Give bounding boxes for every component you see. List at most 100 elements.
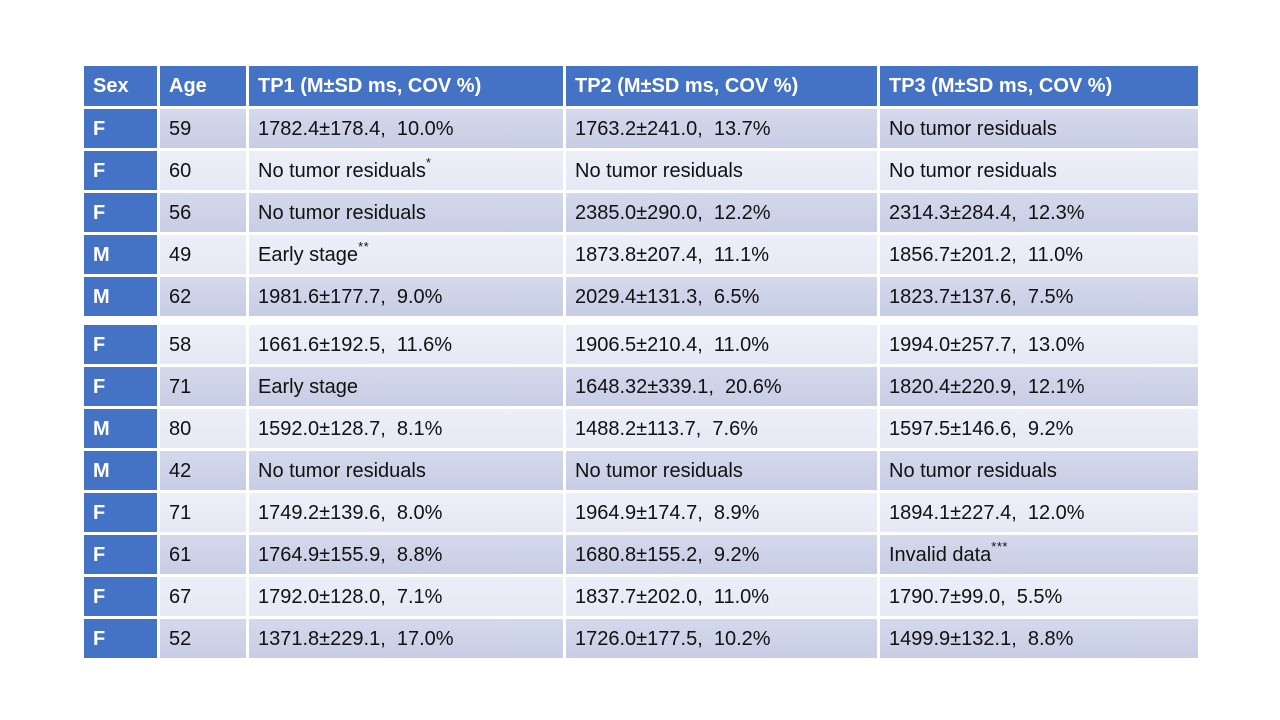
tp1-cell-text: 1661.6±192.5, 11.6%	[258, 333, 453, 356]
age-cell-text: 61	[169, 543, 192, 566]
tp3-cell-text: 1820.4±220.9, 12.1%	[889, 375, 1085, 398]
sex-cell: F	[84, 619, 157, 658]
tp2-cell: 1837.7±202.0, 11.0%	[566, 577, 877, 616]
tp1-cell: No tumor residuals	[249, 193, 563, 232]
tp1-cell: 1981.6±177.7, 9.0%	[249, 277, 563, 316]
table-row: F 71 1749.2±139.6, 8.0% 1964.9±174.7, 8.9% 1…	[84, 493, 1198, 532]
column-header-tp3: TP3 (M±SD ms, COV %)	[880, 66, 1198, 106]
sex-cell-text: M	[93, 243, 110, 266]
sex-cell-text: F	[93, 543, 106, 566]
sex-cell-text: F	[93, 159, 106, 182]
tp1-cell-text: 1792.0±128.0, 7.1%	[258, 585, 443, 608]
age-cell: 67	[160, 577, 246, 616]
tp2-cell-text: 1488.2±113.7, 7.6%	[575, 417, 758, 440]
table-row: F 61 1764.9±155.9, 8.8% 1680.8±155.2, 9.2% I…	[84, 535, 1198, 574]
tp1-cell-text: 1371.8±229.1, 17.0%	[258, 627, 454, 650]
age-cell-text: 71	[169, 375, 192, 398]
tp2-cell: No tumor residuals	[566, 151, 877, 190]
tp2-cell: 1726.0±177.5, 10.2%	[566, 619, 877, 658]
column-header-tp2: TP2 (M±SD ms, COV %)	[566, 66, 877, 106]
tp1-cell-text: No tumor residuals	[258, 159, 426, 182]
sex-cell: F	[84, 109, 157, 148]
tp2-cell: 1906.5±210.4, 11.0%	[566, 325, 877, 364]
table-row: F 56 No tumor residuals 2385.0±290.0, 12.2%…	[84, 193, 1198, 232]
tp1-cell-text: Early stage	[258, 243, 359, 266]
tp1-cell: 1764.9±155.9, 8.8%	[249, 535, 563, 574]
sex-cell-text: F	[93, 501, 106, 524]
tp1-cell-text: 1749.2±139.6, 8.0%	[258, 501, 443, 524]
table-row: M 62 1981.6±177.7, 9.0% 2029.4±131.3, 6.5% 1…	[84, 277, 1198, 316]
tp1-cell-text: 1981.6±177.7, 9.0%	[258, 285, 443, 308]
age-cell: 58	[160, 325, 246, 364]
age-cell-text: 58	[169, 333, 192, 356]
tp1-cell: 1371.8±229.1, 17.0%	[249, 619, 563, 658]
tp3-cell-text: No tumor residuals	[889, 459, 1057, 482]
tp2-cell: 1964.9±174.7, 8.9%	[566, 493, 877, 532]
age-cell: 49	[160, 235, 246, 274]
age-cell: 61	[160, 535, 246, 574]
tp2-cell: 1648.32±339.1, 20.6%	[566, 367, 877, 406]
tp3-cell-text: 1894.1±227.4, 12.0%	[889, 501, 1085, 524]
tp1-cell-text: 1764.9±155.9, 8.8%	[258, 543, 443, 566]
tp3-cell-text: 1790.7±99.0, 5.5%	[889, 585, 1063, 608]
table-row: F 71 Early stage 1648.32±339.1, 20.6% 1820.4…	[84, 367, 1198, 406]
tp3-cell: No tumor residuals	[880, 109, 1198, 148]
age-cell: 71	[160, 493, 246, 532]
sex-cell: M	[84, 277, 157, 316]
age-cell-text: 52	[169, 627, 192, 650]
tp3-cell: 1499.9±132.1, 8.8%	[880, 619, 1198, 658]
table-row: F 67 1792.0±128.0, 7.1% 1837.7±202.0, 11.0%…	[84, 577, 1198, 616]
sex-cell: M	[84, 235, 157, 274]
table-row: F 58 1661.6±192.5, 11.6% 1906.5±210.4, 11.0…	[84, 325, 1198, 364]
tp2-cell: No tumor residuals	[566, 451, 877, 490]
table-row: M 80 1592.0±128.7, 8.1% 1488.2±113.7, 7.6% 1…	[84, 409, 1198, 448]
age-cell: 71	[160, 367, 246, 406]
tp1-cell-text: 1782.4±178.4, 10.0%	[258, 117, 454, 140]
tp3-cell-text: Invalid data	[889, 543, 992, 566]
tp3-cell: 1823.7±137.6, 7.5%	[880, 277, 1198, 316]
tp3-cell: 1597.5±146.6, 9.2%	[880, 409, 1198, 448]
sex-cell: F	[84, 577, 157, 616]
tp2-cell-text: 1763.2±241.0, 13.7%	[575, 117, 771, 140]
age-cell-text: 42	[169, 459, 192, 482]
tp3-cell-text: No tumor residuals	[889, 159, 1057, 182]
tp3-cell: 1820.4±220.9, 12.1%	[880, 367, 1198, 406]
age-cell: 56	[160, 193, 246, 232]
table-row: F 52 1371.8±229.1, 17.0% 1726.0±177.5, 10.2…	[84, 619, 1198, 658]
column-header-age-text: Age	[169, 75, 207, 97]
tp2-cell-text: 1837.7±202.0, 11.0%	[575, 585, 770, 608]
sex-cell-text: F	[93, 375, 106, 398]
age-cell: 42	[160, 451, 246, 490]
tp3-cell-text: 1994.0±257.7, 13.0%	[889, 333, 1085, 356]
tp1-cell-text: No tumor residuals	[258, 459, 426, 482]
age-cell: 80	[160, 409, 246, 448]
column-header-tp3-text: TP3 (M±SD ms, COV %)	[889, 75, 1113, 97]
table-row: M 49 Early stage ** 1873.8±207.4, 11.1% 1856.…	[84, 235, 1198, 274]
tp3-cell: Invalid data ***	[880, 535, 1198, 574]
tp3-cell: 2314.3±284.4, 12.3%	[880, 193, 1198, 232]
age-cell-text: 71	[169, 501, 192, 524]
age-cell: 60	[160, 151, 246, 190]
sex-cell: M	[84, 409, 157, 448]
tp3-cell: No tumor residuals	[880, 151, 1198, 190]
tp3-cell: 1894.1±227.4, 12.0%	[880, 493, 1198, 532]
tp1-cell: 1782.4±178.4, 10.0%	[249, 109, 563, 148]
tp3-cell-text: 1597.5±146.6, 9.2%	[889, 417, 1074, 440]
tp3-cell-text: 2314.3±284.4, 12.3%	[889, 201, 1085, 224]
tp3-cell-text: 1823.7±137.6, 7.5%	[889, 285, 1074, 308]
table-header-row: Sex Age TP1 (M±SD ms, COV %) TP2 (M±SD ms, …	[84, 66, 1198, 106]
tp1-cell-text: No tumor residuals	[258, 201, 426, 224]
tp2-cell-text: 1726.0±177.5, 10.2%	[575, 627, 771, 650]
table-row: F 60 No tumor residuals * No tumor residuals…	[84, 151, 1198, 190]
tp1-cell: No tumor residuals *	[249, 151, 563, 190]
sex-cell: F	[84, 535, 157, 574]
tp2-cell-text: 2029.4±131.3, 6.5%	[575, 285, 760, 308]
sex-cell: F	[84, 325, 157, 364]
tp2-cell: 2029.4±131.3, 6.5%	[566, 277, 877, 316]
age-cell-text: 59	[169, 117, 192, 140]
tp1-cell: 1592.0±128.7, 8.1%	[249, 409, 563, 448]
tp2-cell-text: 1906.5±210.4, 11.0%	[575, 333, 770, 356]
tp3-cell-text: No tumor residuals	[889, 117, 1057, 140]
tp2-cell-text: 1964.9±174.7, 8.9%	[575, 501, 760, 524]
